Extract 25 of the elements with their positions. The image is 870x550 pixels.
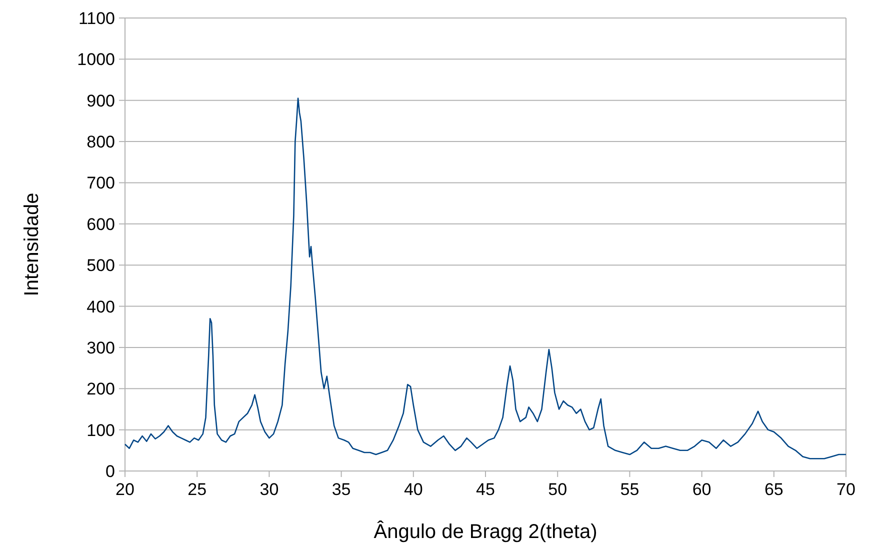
x-tick-label: 20 xyxy=(116,480,134,499)
y-tick-label: 300 xyxy=(86,338,115,358)
y-tick-label: 100 xyxy=(86,420,115,440)
y-tick-label: 900 xyxy=(86,91,115,110)
y-axis-title: Intensidade xyxy=(21,192,43,296)
y-tick-label: 400 xyxy=(86,297,115,316)
x-tick-label: 70 xyxy=(836,480,856,499)
x-tick-label: 35 xyxy=(332,480,351,499)
y-tick-label: 1000 xyxy=(77,50,115,70)
x-tick-label: 65 xyxy=(764,480,784,499)
x-axis-title: Ângulo de Bragg 2(theta) xyxy=(374,520,598,543)
y-tick-label: 1100 xyxy=(78,9,115,28)
x-tick-label: 55 xyxy=(620,480,640,499)
x-tick-label: 50 xyxy=(548,480,568,499)
x-tick-label: 40 xyxy=(404,480,423,499)
x-tick-label: 60 xyxy=(692,480,712,499)
y-tick-label: 800 xyxy=(86,132,115,152)
x-tick-label: 30 xyxy=(260,480,279,499)
x-tick-label: 25 xyxy=(188,480,207,499)
x-tick-label: 45 xyxy=(476,480,495,499)
y-tick-label: 700 xyxy=(86,174,115,193)
y-tick-label: 600 xyxy=(86,214,115,234)
y-tick-label: 500 xyxy=(86,256,115,276)
y-tick-label: 200 xyxy=(86,380,115,399)
y-tick-label: 0 xyxy=(106,462,115,481)
